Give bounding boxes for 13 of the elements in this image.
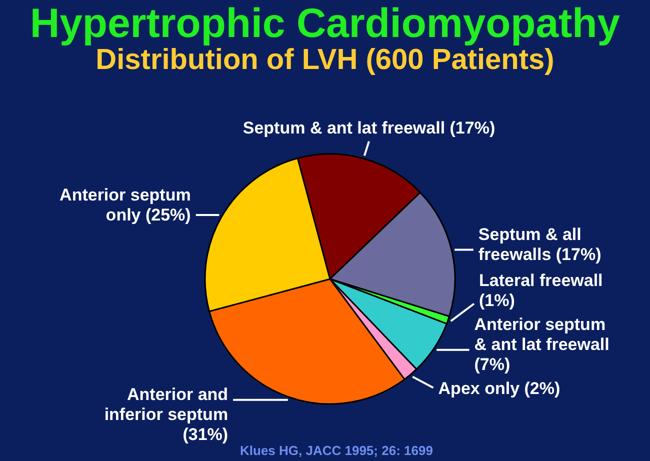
data-label: (31%) — [182, 424, 228, 444]
slice-label: Septum & all freewalls (17%) — [478, 224, 602, 264]
slice-label: Lateral freewall — [479, 270, 603, 290]
chart-subtitle: Distribution of LVH (600 Patients) — [96, 44, 554, 76]
data-label: (1%) — [479, 290, 515, 310]
chart-title: Hypertrophic Cardiomyopathy — [30, 0, 620, 46]
slice-label: Apex only (2%) — [438, 378, 560, 398]
text: Klues HG, JACC 1995; 26: 1699 — [240, 443, 433, 458]
slice-label: Anterior septum & ant lat freewall — [474, 314, 610, 354]
slice-label: Septum & ant lat freewall (17%) — [242, 118, 496, 138]
slice-label: Anterior and inferior septum — [104, 384, 228, 424]
slice-label: Anterior septum only (25%) — [60, 186, 191, 224]
data-label: (7%) — [474, 354, 510, 374]
